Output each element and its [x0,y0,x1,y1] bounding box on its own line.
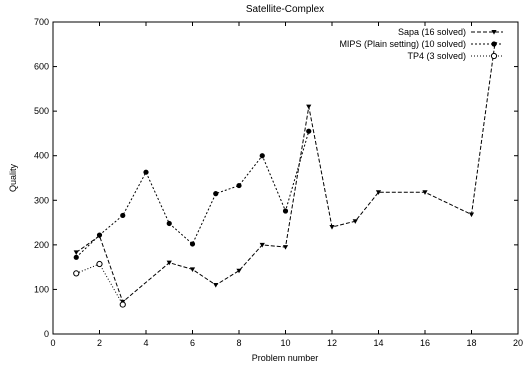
data-point [352,219,358,224]
data-point [166,260,172,266]
x-tick-label: 6 [190,338,195,348]
x-tick-label: 0 [50,338,55,348]
plot-frame [52,21,519,335]
data-point [236,268,242,274]
data-point [282,208,289,214]
x-tick-label: 4 [143,338,148,348]
x-tick-label: 14 [373,338,383,348]
y-tick-label: 500 [34,106,49,116]
legend-label: Sapa (16 solved) [398,27,466,37]
y-tick-label: 700 [34,17,49,27]
data-point [259,153,265,159]
y-axis-label: Quality [8,163,18,192]
series-line [76,263,124,305]
data-point [306,128,312,134]
data-point [189,267,196,272]
series-3 [73,260,126,308]
data-point [282,245,289,250]
data-point [119,301,126,308]
legend-marker [491,41,497,47]
series-1 [73,42,498,305]
x-tick-label: 18 [466,338,476,348]
y-tick-label: 300 [34,195,49,205]
data-point [259,242,265,248]
data-point [143,169,149,175]
data-point [329,225,335,230]
data-point [422,190,428,195]
data-point [73,270,80,277]
y-tick-label: 400 [34,151,49,161]
legend-marker [490,52,498,60]
data-point [189,241,196,247]
y-tick-label: 100 [34,284,49,294]
data-point [375,190,382,195]
data-point [96,232,103,238]
x-axis-label: Problem number [252,353,319,363]
x-tick-label: 16 [420,338,430,348]
series-line [75,131,310,258]
x-tick-label: 20 [513,338,523,348]
data-point [213,191,219,197]
legend-marker [491,30,497,35]
y-tick-label: 600 [34,62,49,72]
legend-label: TP4 (3 solved) [407,51,466,61]
chart-title: Satellite-Complex [246,4,324,15]
data-point [120,212,126,219]
data-point [96,260,103,268]
y-tick-label: 0 [44,329,49,339]
y-tick-label: 200 [34,240,49,250]
x-tick-label: 2 [97,338,102,348]
x-tick-label: 10 [280,338,290,348]
data-point [306,104,312,110]
x-tick-label: 12 [327,338,337,348]
series-2 [73,128,312,260]
series-line [76,44,496,303]
data-point [166,220,172,227]
data-point [73,250,79,256]
x-tick-label: 8 [236,338,241,348]
data-point [213,282,219,288]
data-point [236,182,242,189]
data-point [468,212,475,218]
data-point [73,254,79,260]
legend-label: MIPS (Plain setting) (10 solved) [339,39,466,49]
